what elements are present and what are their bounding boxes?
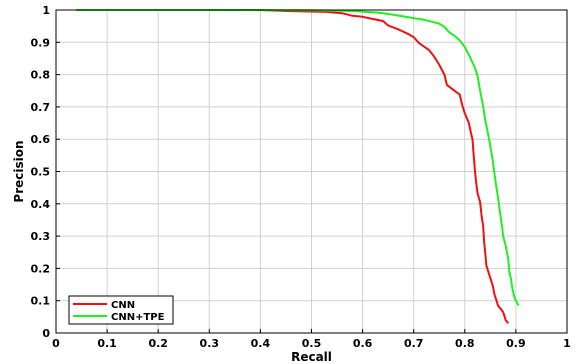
legend-label-cnn-tpe: CNN+TPE bbox=[111, 312, 165, 323]
x-tick-label: 0.9 bbox=[506, 337, 526, 350]
y-tick-label: 0.5 bbox=[31, 166, 51, 179]
y-tick-label: 0.2 bbox=[31, 262, 51, 275]
y-tick-label: 0 bbox=[42, 327, 50, 340]
grid-lines bbox=[55, 9, 568, 334]
x-axis-title: Recall bbox=[291, 350, 332, 364]
y-tick-label: 0.4 bbox=[31, 198, 51, 211]
y-tick-label: 0.1 bbox=[31, 295, 51, 308]
axis-ticks: 0 0.1 0.2 0.3 0.4 0.5 0.6 0.7 0.8 0.9 1 0 0.1 0.2 0.3 0… bbox=[31, 4, 571, 350]
x-tick-label: 0 bbox=[52, 337, 60, 350]
x-tick-label: 0.5 bbox=[302, 337, 322, 350]
x-tick-label: 0.8 bbox=[455, 337, 475, 350]
x-tick-label: 0.2 bbox=[148, 337, 168, 350]
y-tick-label: 0.8 bbox=[31, 69, 51, 82]
y-tick-label: 0.7 bbox=[31, 101, 51, 114]
legend-box bbox=[68, 295, 174, 325]
y-tick-label: 0.6 bbox=[31, 133, 51, 146]
y-tick-label: 0.9 bbox=[31, 36, 51, 49]
x-tick-label: 0.4 bbox=[251, 337, 271, 350]
legend-label-cnn: CNN bbox=[111, 300, 135, 311]
legend: CNN CNN+TPE bbox=[68, 295, 174, 325]
x-tick-label: 0.6 bbox=[353, 337, 373, 350]
x-tick-label: 0.3 bbox=[200, 337, 220, 350]
y-axis-title: Precision bbox=[12, 140, 26, 202]
series-lines bbox=[76, 9, 520, 324]
x-tick-label: 1 bbox=[563, 337, 571, 350]
y-tick-label: 1 bbox=[42, 4, 50, 17]
x-tick-label: 0.1 bbox=[97, 337, 117, 350]
series-line-cnn bbox=[76, 9, 509, 324]
x-tick-label: 0.7 bbox=[404, 337, 424, 350]
y-tick-label: 0.3 bbox=[31, 230, 51, 243]
series-line-cnn-tpe bbox=[76, 9, 520, 306]
